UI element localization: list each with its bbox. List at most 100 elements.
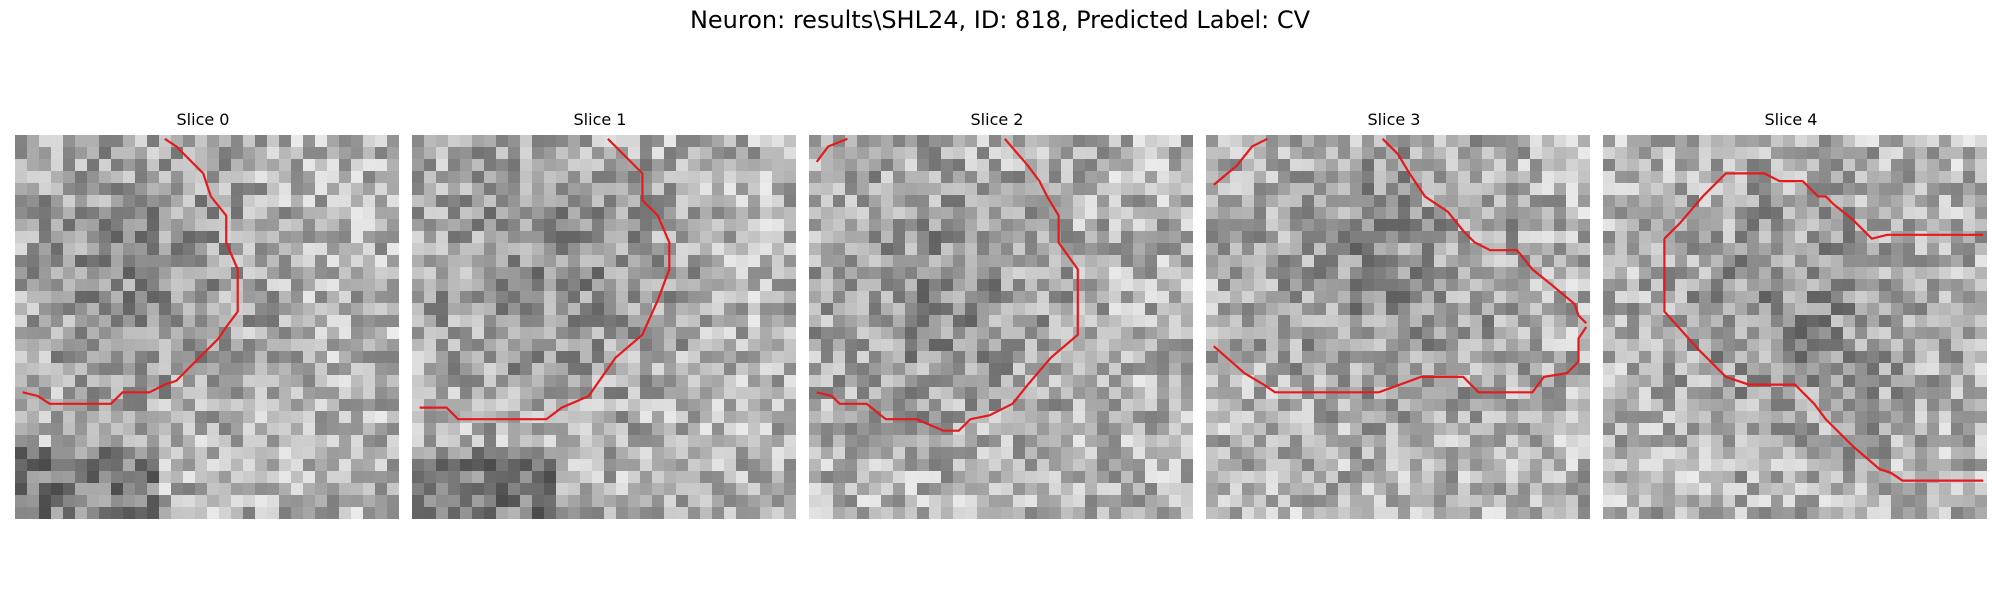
pixel <box>905 315 918 328</box>
pixel <box>1049 399 1062 412</box>
pixel <box>15 255 28 268</box>
pixel <box>1542 399 1555 412</box>
pixel <box>893 483 906 496</box>
pixel <box>1855 183 1868 196</box>
pixel <box>327 183 340 196</box>
pixel <box>520 135 533 148</box>
pixel <box>556 339 569 352</box>
pixel <box>448 207 461 220</box>
pixel <box>941 231 954 244</box>
pixel <box>1302 471 1315 484</box>
pixel <box>1398 135 1411 148</box>
pixel <box>881 147 894 160</box>
pixel <box>869 183 882 196</box>
pixel <box>1085 255 1098 268</box>
pixel <box>520 459 533 472</box>
pixel <box>135 363 148 376</box>
pixel <box>1278 435 1291 448</box>
pixel <box>977 147 990 160</box>
pixel <box>700 243 713 256</box>
pixel <box>1422 315 1435 328</box>
pixel <box>652 387 665 400</box>
pixel <box>556 267 569 280</box>
pixel <box>195 375 208 388</box>
pixel <box>1747 327 1760 340</box>
pixel <box>1230 243 1243 256</box>
pixel <box>965 231 978 244</box>
pixel <box>1314 255 1327 268</box>
pixel <box>676 483 689 496</box>
pixel <box>1615 279 1628 292</box>
pixel <box>1891 207 1904 220</box>
pixel <box>1374 219 1387 232</box>
pixel <box>688 279 701 292</box>
pixel <box>1181 327 1193 340</box>
pixel <box>87 459 100 472</box>
pixel <box>881 243 894 256</box>
pixel <box>484 231 497 244</box>
pixel <box>1470 183 1483 196</box>
pixel <box>1939 183 1952 196</box>
pixel <box>736 267 749 280</box>
pixel <box>1458 351 1471 364</box>
pixel <box>1218 243 1231 256</box>
pixel <box>833 435 846 448</box>
pixel <box>424 219 437 232</box>
pixel <box>1025 243 1038 256</box>
pixel <box>1879 363 1892 376</box>
pixel <box>1314 351 1327 364</box>
pixel <box>712 435 725 448</box>
pixel <box>39 483 52 496</box>
pixel <box>448 255 461 268</box>
pixel <box>1218 399 1231 412</box>
pixel <box>1578 147 1590 160</box>
pixel <box>351 483 364 496</box>
pixel <box>1266 447 1279 460</box>
pixel <box>424 267 437 280</box>
pixel <box>135 231 148 244</box>
pixel <box>1133 327 1146 340</box>
pixel <box>1711 399 1724 412</box>
pixel <box>989 195 1002 208</box>
pixel <box>1615 339 1628 352</box>
pixel <box>929 267 942 280</box>
pixel <box>1362 303 1375 316</box>
pixel <box>1362 423 1375 436</box>
pixel <box>1121 435 1134 448</box>
pixel <box>1915 243 1928 256</box>
pixel <box>1470 435 1483 448</box>
pixel <box>1843 447 1856 460</box>
pixel <box>580 507 593 519</box>
pixel <box>724 159 737 172</box>
pixel <box>1061 399 1074 412</box>
pixel <box>484 159 497 172</box>
pixel <box>1879 267 1892 280</box>
pixel <box>267 231 280 244</box>
pixel <box>460 459 473 472</box>
pixel <box>1157 243 1170 256</box>
pixel <box>809 171 822 184</box>
pixel <box>15 207 28 220</box>
pixel <box>496 243 509 256</box>
pixel <box>327 375 340 388</box>
pixel <box>1699 423 1712 436</box>
pixel <box>375 207 388 220</box>
pixel <box>989 219 1002 232</box>
pixel <box>1290 375 1303 388</box>
pixel <box>195 483 208 496</box>
pixel <box>303 303 316 316</box>
pixel <box>1711 447 1724 460</box>
pixel <box>87 171 100 184</box>
pixel <box>111 411 124 424</box>
pixel <box>1109 303 1122 316</box>
pixel <box>1819 399 1832 412</box>
pixel <box>1350 303 1363 316</box>
pixel <box>1458 447 1471 460</box>
pixel <box>1554 399 1567 412</box>
pixel <box>1663 327 1676 340</box>
pixel <box>1266 195 1279 208</box>
pixel <box>484 435 497 448</box>
pixel <box>941 219 954 232</box>
pixel <box>460 147 473 160</box>
pixel <box>1470 303 1483 316</box>
